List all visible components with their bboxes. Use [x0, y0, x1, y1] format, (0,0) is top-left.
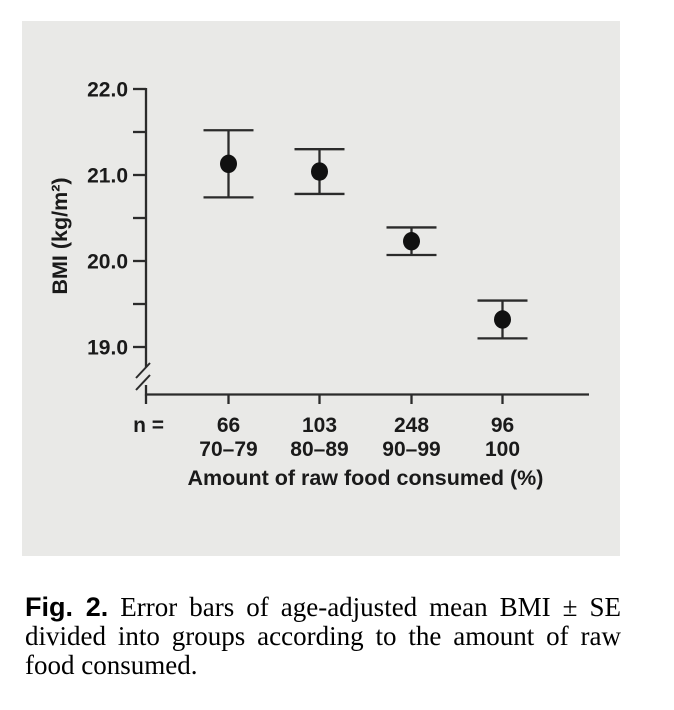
n-value-label: 248 [394, 414, 429, 437]
x-axis-title: Amount of raw food consumed (%) [188, 466, 544, 490]
figure-caption: Fig. 2. Error bars of age-adjusted mean … [25, 593, 621, 680]
figure-caption-label: Fig. 2. [25, 592, 109, 622]
category-label: 70–79 [199, 438, 257, 461]
n-prefix-label: n = [133, 414, 164, 437]
figure-caption-text: Error bars of age-adjusted mean BMI ± SE… [25, 592, 621, 680]
category-label: 100 [485, 438, 520, 461]
mean-marker [403, 232, 420, 251]
n-value-label: 96 [491, 414, 514, 437]
category-label: 80–89 [290, 438, 348, 461]
mean-marker [220, 154, 237, 174]
figure-panel: 22.0 21.0 20.0 19.0 n = 66 103 248 96 70–79 80–89 9… [22, 21, 620, 556]
axis-break-icon [135, 362, 151, 379]
y-tick-label: 21.0 [87, 165, 128, 188]
y-tick-label: 22.0 [87, 79, 128, 102]
chart-svg: 22.0 21.0 20.0 19.0 n = 66 103 248 96 70–79 80–89 9… [48, 79, 589, 490]
n-value-label: 66 [217, 414, 240, 437]
category-label: 90–99 [382, 438, 440, 461]
mean-marker [494, 310, 511, 329]
y-tick-label: 20.0 [87, 251, 128, 274]
y-tick-label: 19.0 [87, 337, 128, 360]
mean-marker [311, 162, 328, 181]
y-axis-title: BMI (kg/m²) [48, 177, 72, 294]
axis-break-icon [135, 374, 151, 391]
n-value-label: 103 [302, 414, 337, 437]
